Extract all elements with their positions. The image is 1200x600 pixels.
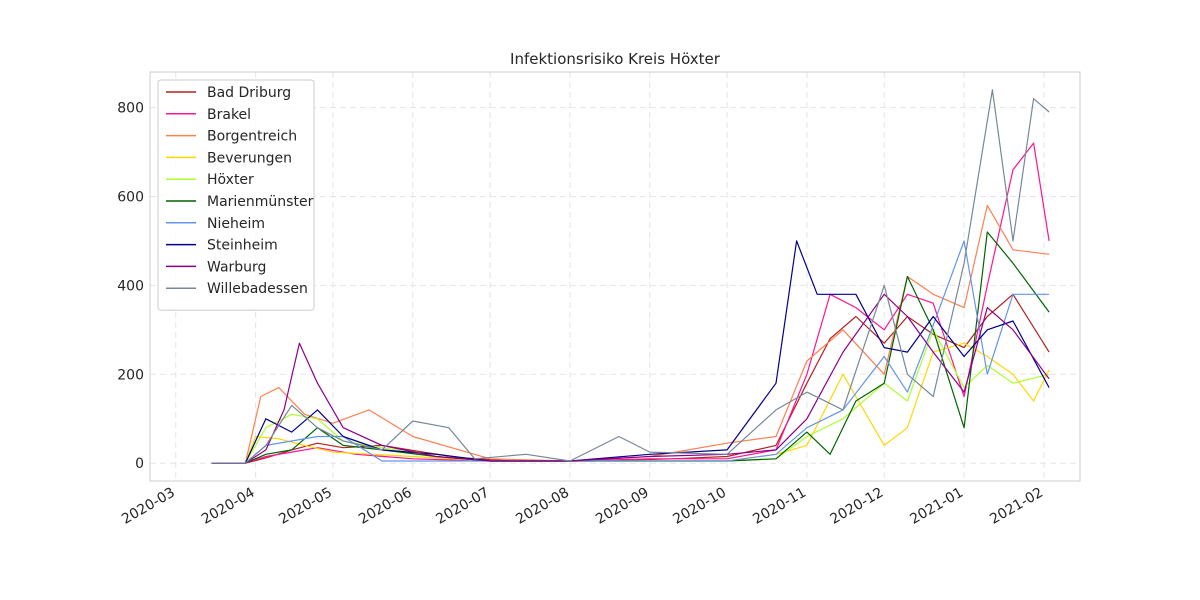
series-line-6 <box>211 240 1050 464</box>
legend-label: Höxter <box>207 172 254 188</box>
y-tick-label: 0 <box>135 456 144 472</box>
plot-frame <box>149 71 1081 482</box>
y-tick-label: 400 <box>117 278 144 294</box>
series-line-8 <box>211 293 1050 464</box>
chart-title: Infektionsrisiko Kreis Höxter <box>510 50 721 68</box>
legend: Bad Driburg Brakel Borgentreich Beverungen H… <box>157 79 315 311</box>
legend-label: Borgentreich <box>207 129 297 145</box>
legend-label: Steinheim <box>207 238 278 254</box>
legend-label: Bad Driburg <box>207 85 291 101</box>
legend-box <box>157 79 315 311</box>
y-tick-label: 800 <box>117 101 144 117</box>
legend-label: Marienmünster <box>207 194 314 210</box>
series-line-2 <box>211 204 1050 464</box>
legend-label: Brakel <box>207 107 251 123</box>
series-line-0 <box>211 293 1050 464</box>
y-tick-label: 200 <box>117 367 144 383</box>
series-line-9 <box>211 89 1050 464</box>
legend-label: Willebadessen <box>207 281 308 297</box>
legend-label: Nieheim <box>207 216 265 232</box>
legend-label: Warburg <box>207 259 266 275</box>
y-tick-label: 600 <box>117 189 144 205</box>
series-layer <box>211 89 1050 464</box>
legend-label: Beverungen <box>207 150 292 166</box>
series-line-7 <box>211 240 1050 464</box>
y-axis-ticks: 0 200 400 600 800 <box>117 101 144 473</box>
